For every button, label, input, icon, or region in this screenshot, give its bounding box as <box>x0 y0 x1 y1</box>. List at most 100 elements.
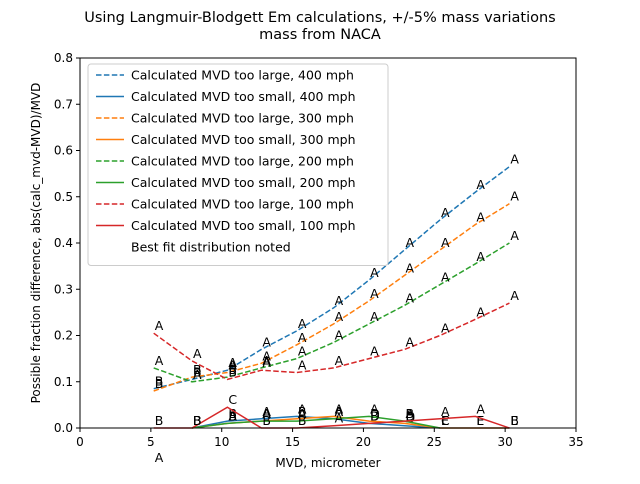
legend-label-4: Calculated MVD too large, 200 mph <box>131 154 354 169</box>
point-label-0-4: A <box>298 316 307 331</box>
point-label-4-9: A <box>476 249 485 264</box>
point-label-2-0: B <box>155 376 164 391</box>
point-label-6-4: A <box>298 358 307 373</box>
x-tick-label-5: 25 <box>427 435 442 449</box>
point-label-5-2: A <box>262 406 271 421</box>
legend-label-2: Calculated MVD too large, 300 mph <box>131 111 354 126</box>
point-label-1-4: A <box>335 404 344 419</box>
point-label-4-5: A <box>335 327 344 342</box>
point-label-7-6: D <box>370 408 380 423</box>
point-label-7-9: A <box>476 401 485 416</box>
point-label-3-7: E <box>441 413 449 428</box>
point-label-4-0: A <box>155 353 164 368</box>
point-label-0-2: A <box>228 355 237 370</box>
point-label-1-8: E <box>476 413 484 428</box>
x-axis-label: MVD, micrometer <box>275 456 380 470</box>
y-axis-label: Possible fraction difference, abs(calc_m… <box>29 83 43 404</box>
legend-label-6: Calculated MVD too large, 100 mph <box>131 197 354 212</box>
outside-annotation: A <box>155 450 164 465</box>
point-label-3-1: B <box>228 408 237 423</box>
point-label-3-2: A <box>262 406 271 421</box>
legend-label-1: Calculated MVD too small, 400 mph <box>131 89 356 104</box>
chart-title-line1: Using Langmuir-Blodgett Em calculations,… <box>84 10 556 26</box>
point-label-4-3: A <box>262 353 271 368</box>
point-label-6-3: A <box>262 355 271 370</box>
series-line-5 <box>191 415 441 429</box>
x-tick-label-6: 30 <box>498 435 513 449</box>
point-label-7-10: B <box>510 413 519 428</box>
point-label-1-6: D <box>406 411 416 426</box>
point-label-4-10: A <box>510 228 519 243</box>
point-label-2-2: A <box>228 358 237 373</box>
point-label-0-5: A <box>335 293 344 308</box>
point-label-4-2: B <box>228 362 237 377</box>
point-label-3-3: B <box>298 404 307 419</box>
point-label-7-1: B <box>193 413 202 428</box>
point-label-5-6: A <box>406 406 415 421</box>
y-tick-label-2: 0.2 <box>54 329 73 343</box>
point-label-1-5: B <box>370 408 379 423</box>
point-label-6-5: A <box>335 353 344 368</box>
point-label-5-0: B <box>193 413 202 428</box>
point-label-3-6: D <box>406 408 416 423</box>
point-label-7-5: A <box>335 411 344 426</box>
point-label-6-7: A <box>406 334 415 349</box>
y-tick-label-8: 0.8 <box>54 51 73 65</box>
point-label-4-1: A <box>193 367 202 382</box>
x-tick-label-1: 5 <box>147 435 155 449</box>
point-label-0-6: A <box>370 265 379 280</box>
point-label-2-6: A <box>370 286 379 301</box>
point-label-6-8: A <box>441 321 450 336</box>
point-label-5-3: A <box>298 406 307 421</box>
point-label-0-0: B <box>155 374 164 389</box>
x-tick-label-3: 15 <box>285 435 300 449</box>
legend-label-3: Calculated MVD too small, 300 mph <box>131 132 356 147</box>
series-line-4 <box>153 242 510 383</box>
y-tick-label-3: 0.3 <box>54 282 73 296</box>
x-tick-label-7: 35 <box>568 435 583 449</box>
point-label-1-7: E <box>441 413 449 428</box>
y-tick-label-1: 0.1 <box>54 375 73 389</box>
point-label-0-1: B <box>193 364 202 379</box>
legend-label-note: Best fit distribution noted <box>131 240 291 255</box>
legend-box <box>87 63 389 266</box>
point-label-3-8: E <box>476 413 484 428</box>
point-label-1-0: B <box>193 413 202 428</box>
point-label-0-10: A <box>510 152 519 167</box>
point-label-7-8: A <box>441 404 450 419</box>
legend-label-0: Calculated MVD too large, 400 mph <box>131 68 354 83</box>
point-label-0-8: A <box>441 205 450 220</box>
point-label-5-5: A <box>370 401 379 416</box>
point-label-5-7: C <box>441 413 450 428</box>
point-label-4-4: A <box>298 344 307 359</box>
point-label-6-9: A <box>476 304 485 319</box>
point-label-2-5: A <box>335 309 344 324</box>
point-label-6-10: A <box>510 288 519 303</box>
point-label-1-3: A <box>298 401 307 416</box>
legend-label-7: Calculated MVD too small, 100 mph <box>131 218 356 233</box>
point-label-7-0: B <box>155 413 164 428</box>
point-label-7-7: B <box>406 406 415 421</box>
y-tick-label-7: 0.7 <box>54 97 73 111</box>
point-label-4-8: A <box>441 270 450 285</box>
point-label-3-5: D <box>370 406 380 421</box>
point-label-3-9: E <box>510 413 518 428</box>
point-label-5-4: A <box>335 404 344 419</box>
y-tick-label-4: 0.4 <box>54 236 73 250</box>
x-tick-label-4: 20 <box>356 435 371 449</box>
point-label-4-6: A <box>370 309 379 324</box>
point-label-2-7: A <box>406 260 415 275</box>
series-line-6 <box>153 302 510 381</box>
y-tick-label-0: 0.0 <box>54 421 73 435</box>
point-label-1-2: A <box>262 404 271 419</box>
point-label-3-4: A <box>335 401 344 416</box>
point-label-2-4: A <box>298 330 307 345</box>
point-label-6-1: A <box>193 346 202 361</box>
point-label-1-1: B <box>228 406 237 421</box>
point-label-2-3: A <box>262 348 271 363</box>
point-label-7-4: B <box>298 413 307 428</box>
point-label-5-1: A <box>228 408 237 423</box>
point-label-2-1: B <box>193 362 202 377</box>
point-label-2-9: A <box>476 210 485 225</box>
point-label-2-8: A <box>441 235 450 250</box>
